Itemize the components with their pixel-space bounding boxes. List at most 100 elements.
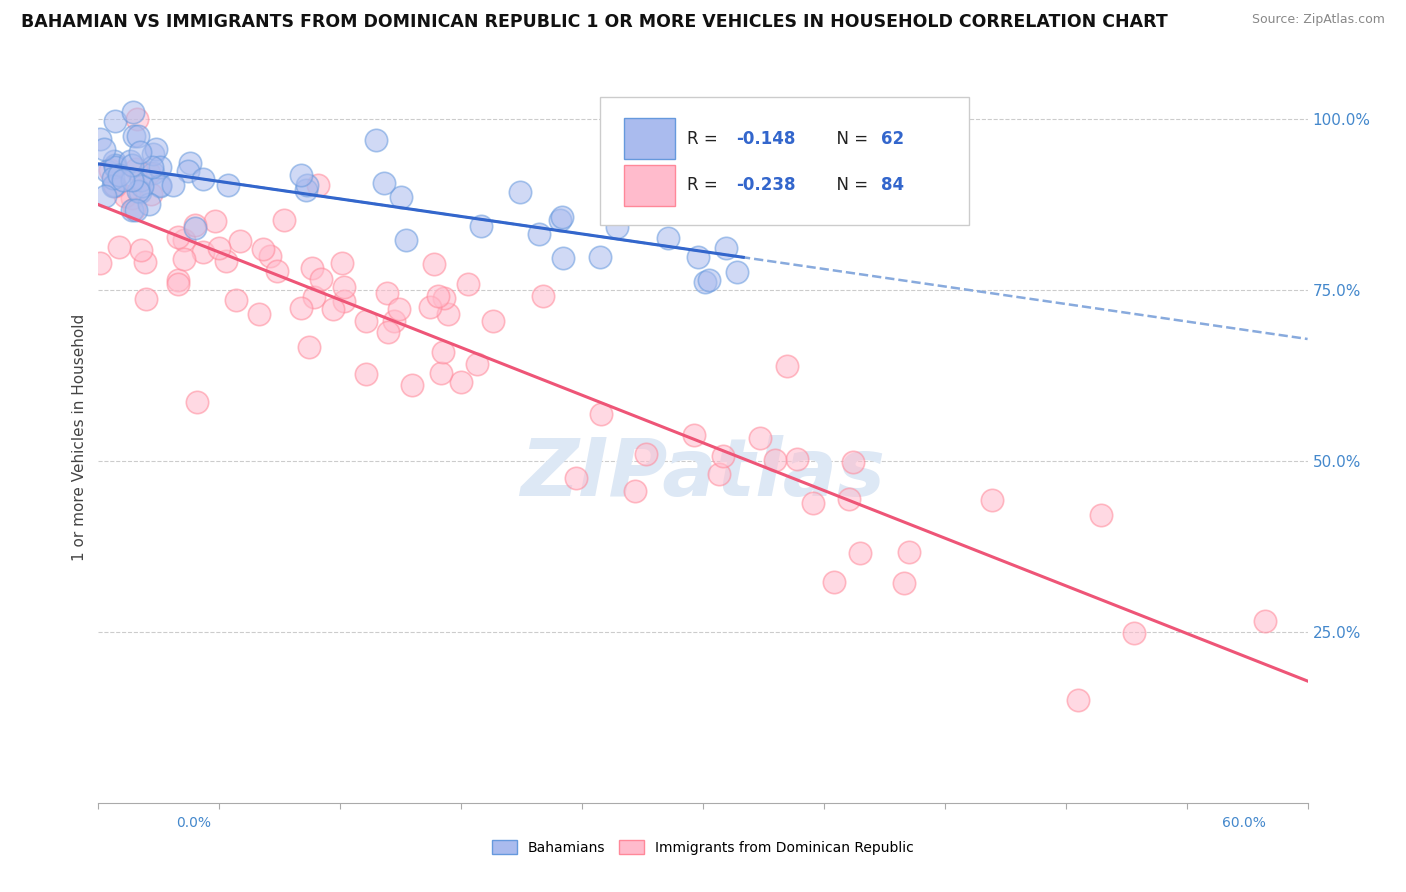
Point xyxy=(259,249,281,263)
Point xyxy=(179,156,201,170)
Point xyxy=(129,145,152,159)
Point xyxy=(395,233,418,247)
Point xyxy=(748,431,770,445)
Point xyxy=(801,496,824,510)
Point xyxy=(1067,693,1090,707)
Point xyxy=(609,198,631,212)
Point xyxy=(111,173,134,187)
Point xyxy=(302,289,325,303)
Point xyxy=(145,142,167,156)
Point xyxy=(103,179,125,194)
Point xyxy=(229,235,252,249)
Text: N =: N = xyxy=(827,177,873,194)
Point xyxy=(1123,625,1146,640)
Point xyxy=(217,178,239,192)
Point xyxy=(138,197,160,211)
Text: -0.238: -0.238 xyxy=(735,177,796,194)
Point xyxy=(589,251,612,265)
Point xyxy=(591,407,613,421)
Point xyxy=(191,244,214,259)
Point xyxy=(529,227,551,241)
Point xyxy=(697,273,720,287)
Point xyxy=(450,375,472,389)
Point xyxy=(207,241,229,255)
Text: Source: ZipAtlas.com: Source: ZipAtlas.com xyxy=(1251,13,1385,27)
Point xyxy=(426,289,449,303)
Point xyxy=(838,491,860,506)
Point xyxy=(330,256,353,270)
Point xyxy=(981,492,1004,507)
Point xyxy=(298,340,321,354)
Point xyxy=(354,367,377,381)
Point xyxy=(177,163,200,178)
Point xyxy=(215,253,238,268)
Point xyxy=(93,189,115,203)
Point xyxy=(693,275,716,289)
Point xyxy=(433,291,456,305)
Point xyxy=(122,128,145,143)
Point xyxy=(657,231,679,245)
Text: BAHAMIAN VS IMMIGRANTS FROM DOMINICAN REPUBLIC 1 OR MORE VEHICLES IN HOUSEHOLD C: BAHAMIAN VS IMMIGRANTS FROM DOMINICAN RE… xyxy=(21,13,1168,31)
Point xyxy=(509,186,531,200)
Point xyxy=(134,255,156,269)
Point xyxy=(131,243,153,257)
Point xyxy=(131,178,153,193)
Point xyxy=(129,173,152,187)
Point xyxy=(333,280,356,294)
Point xyxy=(682,428,704,442)
Point xyxy=(436,306,458,320)
Point xyxy=(688,251,710,265)
Point xyxy=(290,168,312,182)
Point xyxy=(184,220,207,235)
Text: 62: 62 xyxy=(880,129,904,148)
Point xyxy=(707,467,730,481)
Point xyxy=(107,239,129,253)
Point xyxy=(127,128,149,143)
Point xyxy=(120,153,142,168)
Point xyxy=(430,366,453,380)
Point xyxy=(419,301,441,315)
Point xyxy=(193,172,215,186)
Point xyxy=(249,307,271,321)
Point xyxy=(531,289,554,303)
Point xyxy=(89,256,111,270)
Point xyxy=(225,293,247,307)
Point xyxy=(273,212,295,227)
Point xyxy=(114,189,136,203)
Point xyxy=(301,260,323,275)
Point xyxy=(108,168,131,182)
Point xyxy=(173,252,195,267)
Y-axis label: 1 or more Vehicles in Household: 1 or more Vehicles in Household xyxy=(72,313,87,561)
Point xyxy=(186,394,208,409)
Point xyxy=(423,257,446,271)
Point xyxy=(401,378,423,392)
Point xyxy=(149,178,172,193)
Point xyxy=(104,158,127,172)
Point xyxy=(311,272,333,286)
Text: R =: R = xyxy=(688,177,723,194)
FancyBboxPatch shape xyxy=(600,97,969,225)
Point xyxy=(162,178,184,193)
Text: 0.0%: 0.0% xyxy=(176,816,211,830)
Point xyxy=(893,576,915,591)
Text: -0.148: -0.148 xyxy=(735,129,794,148)
Point xyxy=(898,545,921,559)
Point xyxy=(465,357,488,371)
Point xyxy=(128,186,150,200)
Point xyxy=(624,483,647,498)
Point xyxy=(634,447,657,461)
Text: 60.0%: 60.0% xyxy=(1222,816,1265,830)
Text: ZIPatlas: ZIPatlas xyxy=(520,434,886,513)
Point xyxy=(122,105,145,120)
Point xyxy=(375,285,398,300)
Point xyxy=(432,345,454,359)
Point xyxy=(125,112,148,127)
Point xyxy=(457,277,479,291)
Point xyxy=(121,203,143,218)
Point xyxy=(713,449,735,463)
Legend: Bahamians, Immigrants from Dominican Republic: Bahamians, Immigrants from Dominican Rep… xyxy=(485,833,921,862)
Point xyxy=(1090,508,1112,522)
Point xyxy=(104,160,127,174)
Point xyxy=(290,301,312,316)
Point xyxy=(551,252,574,266)
